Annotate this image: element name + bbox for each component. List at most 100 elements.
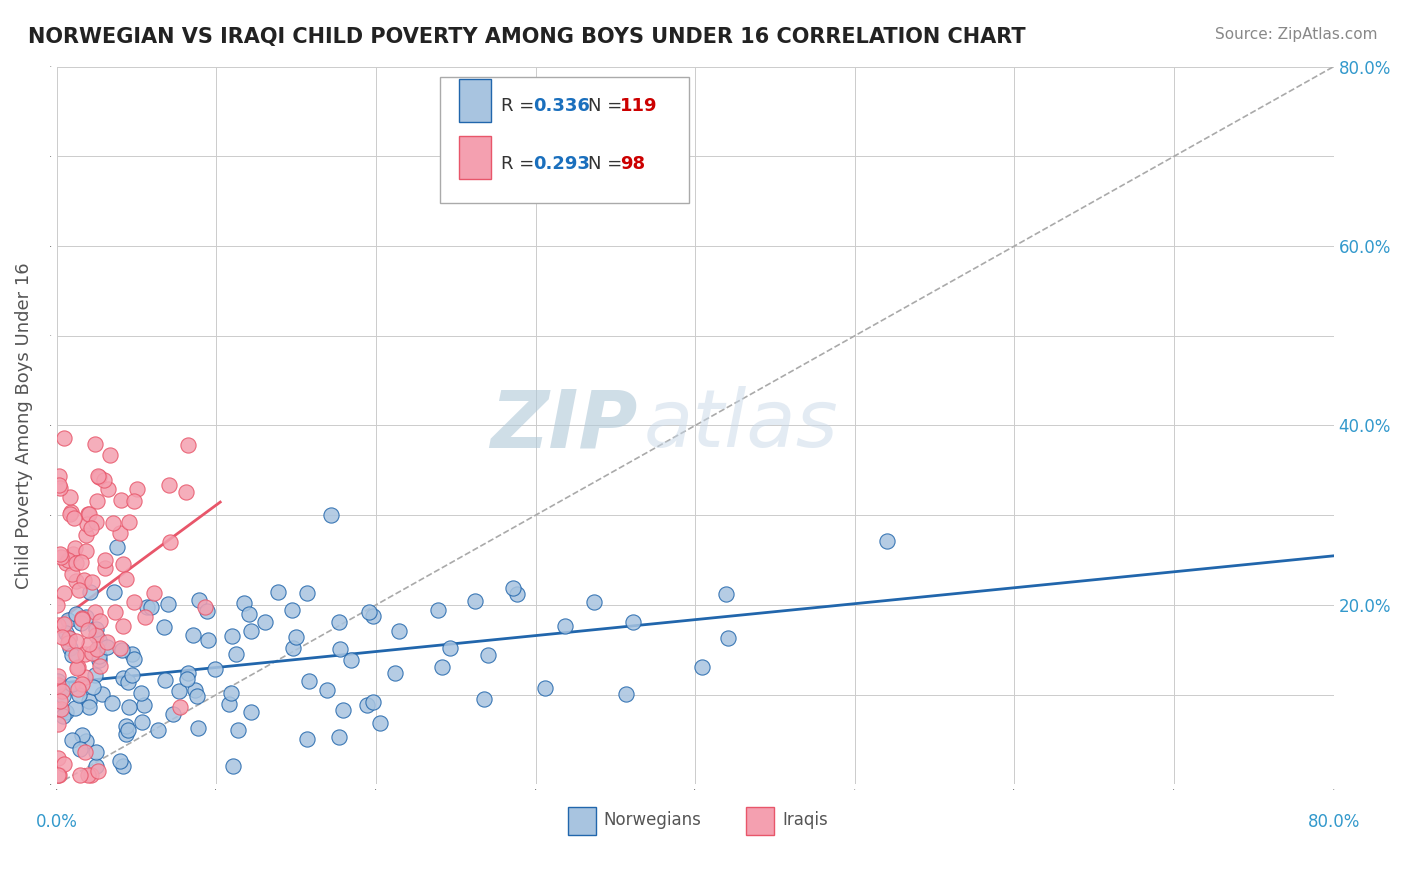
FancyBboxPatch shape: [440, 78, 689, 203]
Point: [84, 745, 107, 759]
Point: [94, 552, 117, 566]
Point: [222, 759, 245, 773]
Point: [297, 731, 319, 746]
Point: [110, 492, 132, 507]
Point: [117, 723, 139, 737]
Point: [426, 603, 449, 617]
Point: [108, 526, 131, 541]
Point: [93, 473, 115, 487]
Point: [281, 640, 304, 655]
Point: [204, 662, 226, 676]
Text: 0.0%: 0.0%: [35, 813, 77, 831]
Point: [135, 600, 157, 615]
Point: [46, 669, 69, 683]
Point: [96, 640, 118, 654]
Point: [76, 768, 98, 782]
Point: [55, 705, 77, 719]
Point: [84, 628, 107, 642]
Point: [46, 678, 69, 692]
Point: [75, 733, 97, 747]
Point: [115, 719, 138, 733]
Point: [188, 593, 211, 607]
Point: [49, 702, 72, 716]
Point: [156, 597, 179, 611]
Point: [80, 768, 103, 782]
Text: atlas: atlas: [644, 386, 839, 465]
Point: [77, 507, 100, 521]
Point: [58, 631, 80, 645]
Text: 119: 119: [620, 97, 658, 115]
Point: [55, 557, 77, 571]
Point: [115, 727, 138, 741]
Point: [83, 605, 105, 619]
Point: [48, 716, 70, 731]
Point: [70, 615, 93, 630]
Point: [70, 555, 93, 569]
Point: [100, 696, 122, 710]
Point: [134, 698, 156, 712]
Point: [58, 614, 80, 628]
Point: [146, 723, 169, 737]
Y-axis label: Child Poverty Among Boys Under 16: Child Poverty Among Boys Under 16: [15, 262, 32, 589]
Point: [153, 673, 176, 688]
Point: [159, 534, 181, 549]
Point: [169, 700, 191, 714]
Point: [583, 595, 606, 609]
Point: [143, 585, 166, 599]
Point: [77, 637, 100, 651]
Point: [253, 615, 276, 629]
Point: [177, 438, 200, 452]
Point: [238, 607, 260, 621]
Point: [69, 583, 91, 598]
Point: [65, 557, 87, 571]
Point: [75, 544, 97, 558]
Point: [111, 759, 134, 773]
Point: [534, 681, 557, 696]
Point: [96, 635, 118, 649]
Point: [52, 585, 75, 599]
Point: [72, 610, 94, 624]
Point: [225, 647, 247, 661]
Point: [91, 688, 114, 702]
FancyBboxPatch shape: [458, 78, 491, 122]
Point: [66, 661, 89, 675]
Point: [69, 768, 91, 782]
Point: [614, 687, 637, 701]
Point: [176, 485, 198, 500]
Point: [122, 652, 145, 666]
Text: 80.0%: 80.0%: [1308, 813, 1360, 831]
Point: [77, 699, 100, 714]
Point: [52, 689, 75, 703]
Point: [117, 675, 139, 690]
Point: [356, 698, 378, 713]
Text: 98: 98: [620, 155, 645, 173]
Point: [77, 507, 100, 521]
Point: [554, 619, 576, 633]
Point: [186, 689, 208, 703]
Point: [103, 585, 125, 599]
Point: [65, 633, 87, 648]
Point: [464, 593, 486, 607]
Point: [76, 516, 98, 531]
Point: [86, 641, 108, 656]
Text: 0.293: 0.293: [533, 155, 591, 173]
Point: [176, 665, 198, 680]
Point: [66, 660, 89, 674]
Point: [63, 541, 86, 556]
Point: [285, 630, 308, 644]
Point: [295, 586, 318, 600]
Point: [48, 768, 70, 782]
Text: N =: N =: [588, 155, 628, 173]
Point: [218, 697, 240, 711]
Point: [49, 481, 72, 495]
Point: [82, 680, 104, 694]
Point: [86, 622, 108, 636]
Point: [121, 667, 143, 681]
Point: [67, 688, 90, 702]
Point: [84, 437, 107, 451]
Point: [329, 642, 352, 657]
Point: [240, 705, 263, 719]
Point: [46, 673, 69, 688]
Point: [111, 671, 134, 685]
Point: [181, 627, 204, 641]
